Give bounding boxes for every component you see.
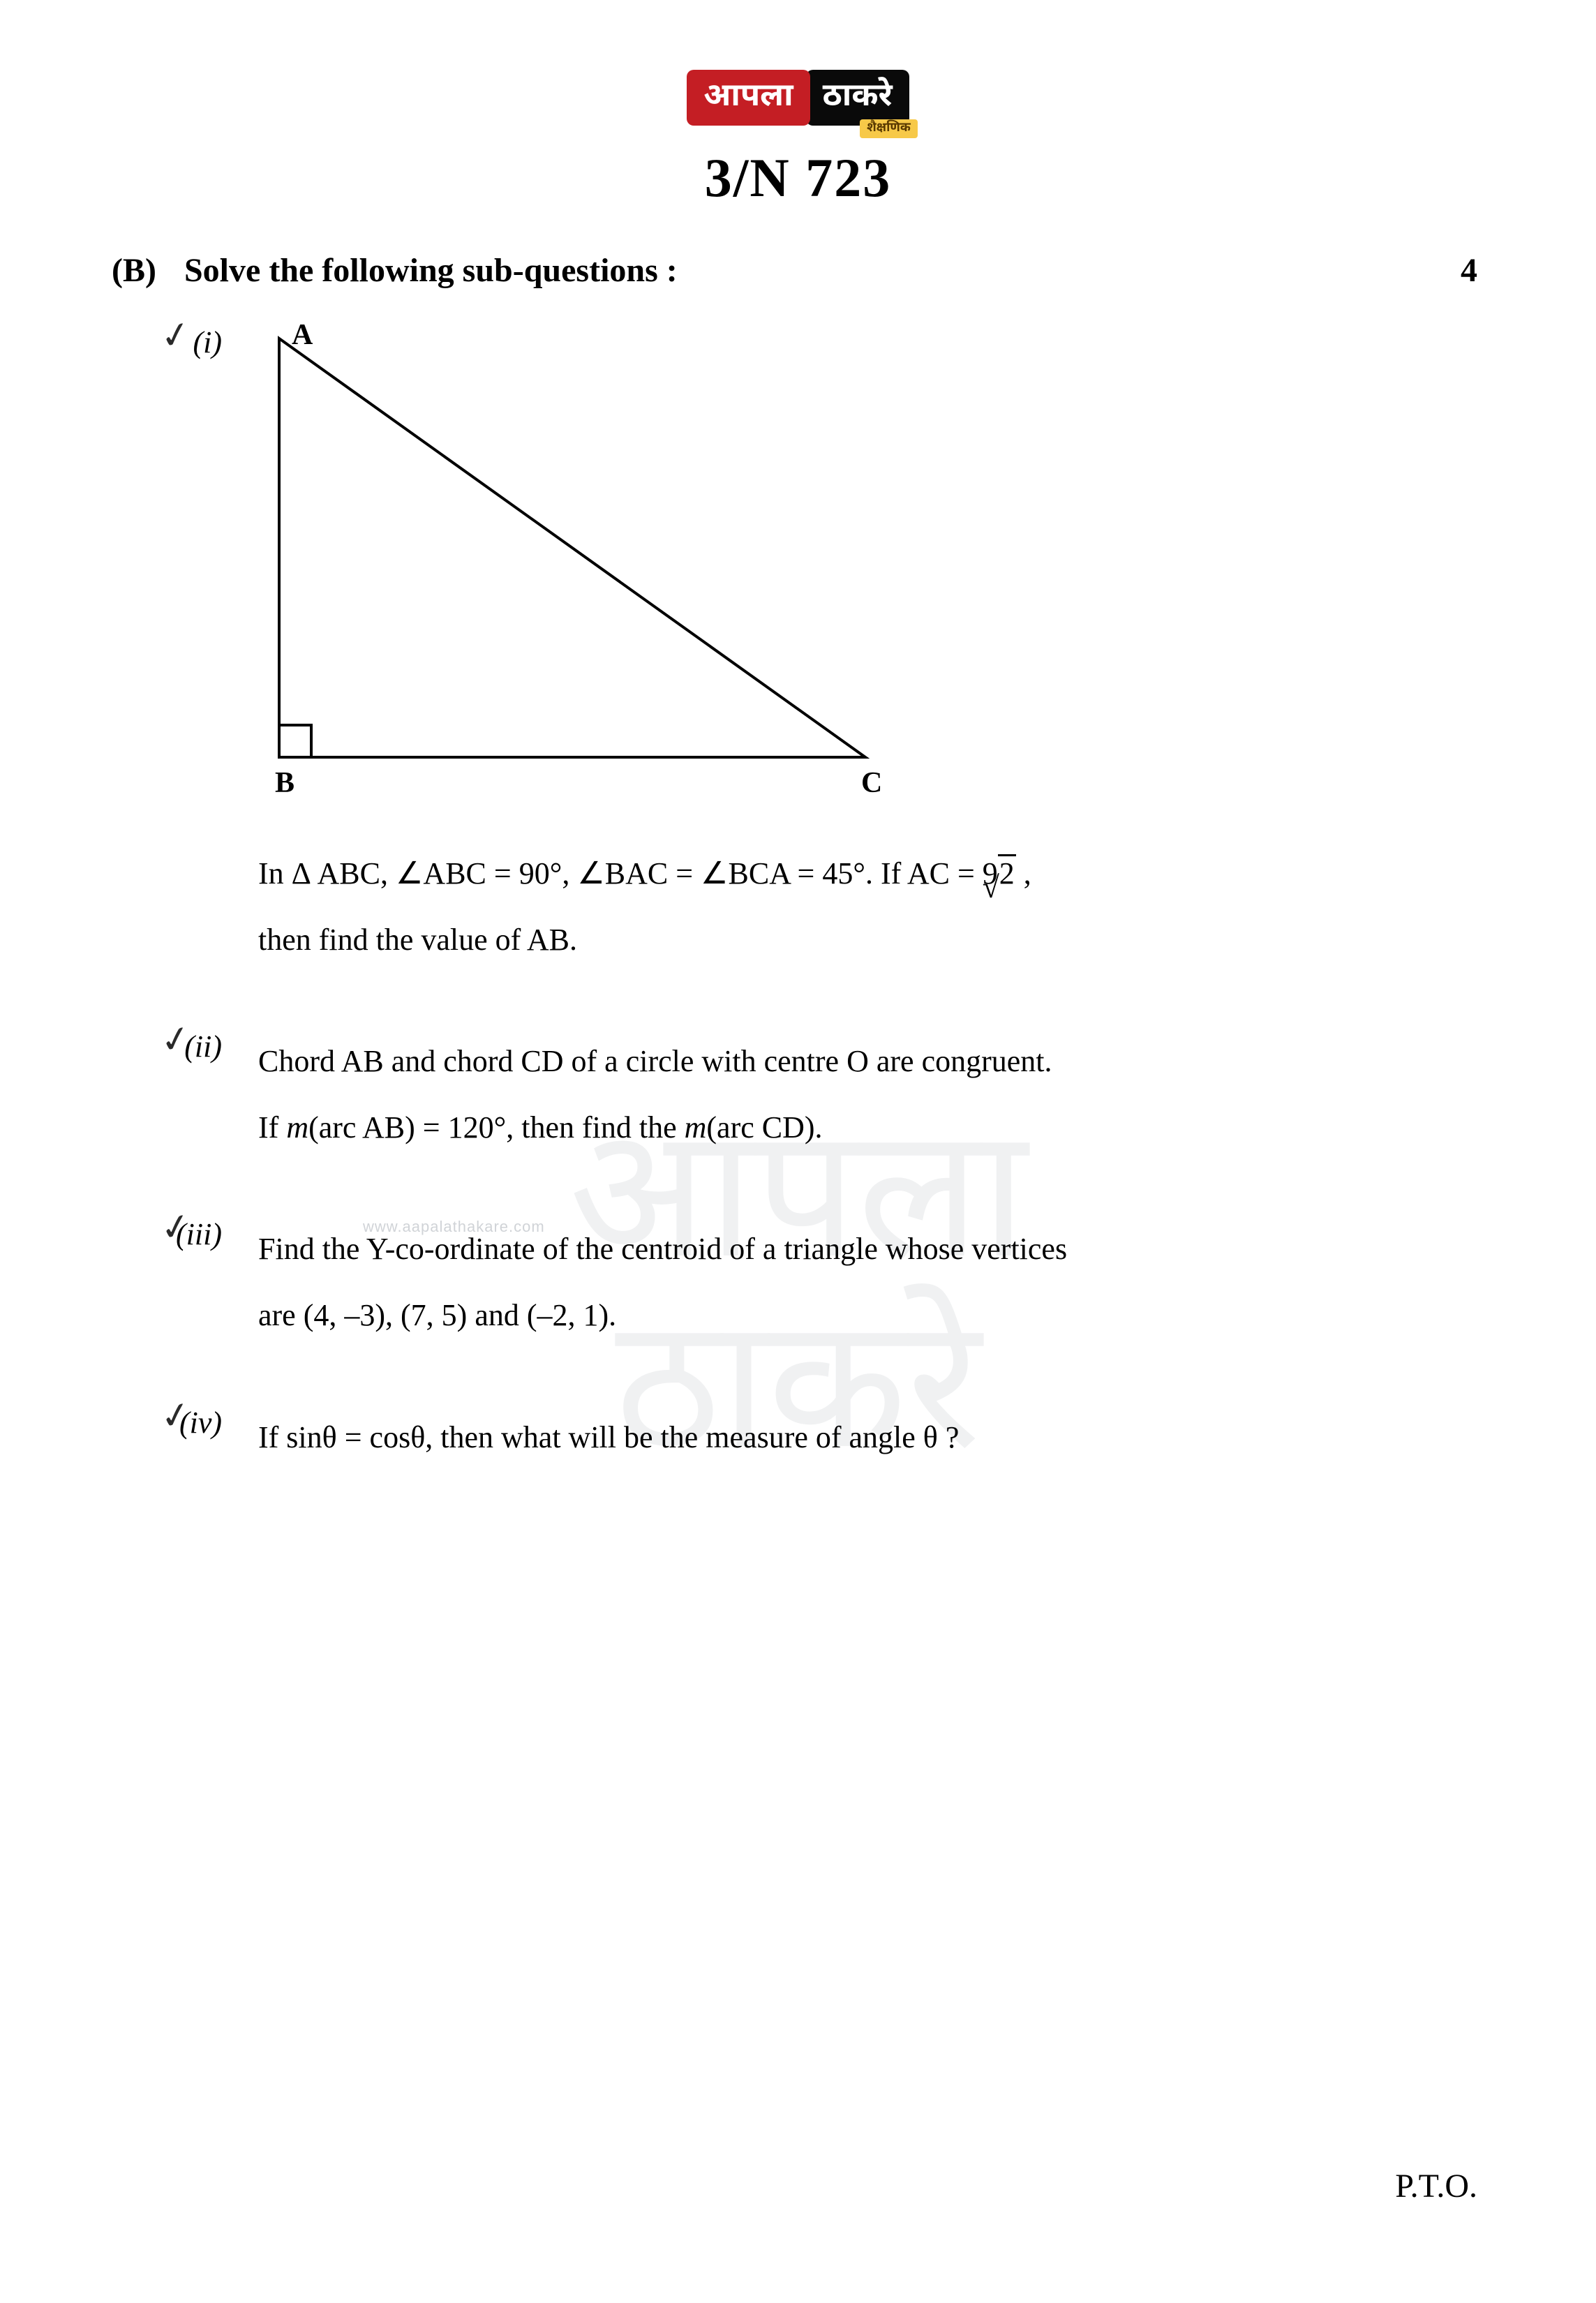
triangle-diagram: A B C <box>244 325 928 813</box>
tick-mark-icon: ✓ <box>157 313 194 359</box>
question-1: ✓ (i) A B C In Δ ABC, ∠ABC = 90°, ∠BAC = ∠… <box>112 325 1484 973</box>
exam-page: आपला ठाकरे www.aapalathakare.com आपला ठा… <box>0 0 1596 2303</box>
section-label: (B) <box>112 251 156 290</box>
question-1-body: A B C In Δ ABC, ∠ABC = 90°, ∠BAC = ∠BCA = … <box>258 325 1484 973</box>
tick-mark-icon: ✓ <box>157 1392 194 1439</box>
q2-line1: Chord AB and chord CD of a circle with c… <box>258 1029 1484 1095</box>
tick-mark-icon: ✓ <box>157 1205 194 1251</box>
q2-l2a: If <box>258 1110 286 1145</box>
q2-l2b: m <box>286 1110 308 1145</box>
question-3: ✓ (iii) Find the Y-co-ordinate of the ce… <box>112 1216 1484 1348</box>
question-2-number: ✓ (ii) <box>112 1029 258 1161</box>
q1-p1: In Δ ABC, ∠ABC = 90°, ∠BAC = ∠BCA = 45°.… <box>258 856 998 890</box>
paper-code: 3/N 723 <box>112 147 1484 209</box>
question-3-number: ✓ (iii) <box>112 1216 258 1348</box>
logo-right-text: ठाकरे <box>823 77 893 119</box>
question-4: ✓ (iv) If sinθ = cosθ, then what will be… <box>112 1405 1484 1471</box>
svg-text:B: B <box>275 767 294 799</box>
q2-line2: If m(arc AB) = 120°, then find the m(arc… <box>258 1095 1484 1161</box>
question-4-body: If sinθ = cosθ, then what will be the me… <box>258 1405 1484 1471</box>
q2-l2d: m <box>685 1110 707 1145</box>
logo-container: आपला ठाकरे शैक्षणिक <box>112 70 1484 126</box>
q4-text: If sinθ = cosθ, then what will be the me… <box>258 1405 1484 1471</box>
question-2: ✓ (ii) Chord AB and chord CD of a circle… <box>112 1029 1484 1161</box>
logo-right: ठाकरे शैक्षणिक <box>806 70 909 126</box>
svg-text:A: A <box>292 325 313 351</box>
question-4-number: ✓ (iv) <box>112 1405 258 1471</box>
logo-left: आपला <box>687 70 810 126</box>
brand-logo: आपला ठाकरे शैक्षणिक <box>687 70 909 126</box>
watermark-url: www.aapalathakare.com <box>363 1218 545 1236</box>
logo-tag: शैक्षणिक <box>860 119 918 138</box>
svg-text:C: C <box>861 767 882 799</box>
q2-l2e: (arc CD). <box>706 1110 822 1145</box>
tick-mark-icon: ✓ <box>157 1017 194 1064</box>
q1-text-line1: In Δ ABC, ∠ABC = 90°, ∠BAC = ∠BCA = 45°.… <box>258 841 1484 907</box>
question-2-body: Chord AB and chord CD of a circle with c… <box>258 1029 1484 1161</box>
q2-l2c: (arc AB) = 120°, then find the <box>308 1110 685 1145</box>
page-turn-over: P.T.O. <box>1395 2167 1477 2205</box>
q3-line2: are (4, –3), (7, 5) and (–2, 1). <box>258 1283 1484 1349</box>
q1-p2: , <box>1016 856 1031 890</box>
section-instruction: Solve the following sub-questions : <box>184 251 1461 290</box>
question-1-number: ✓ (i) <box>112 325 258 973</box>
q1-text-line2: then find the value of AB. <box>258 907 1484 974</box>
section-header: (B) Solve the following sub-questions : … <box>112 251 1484 290</box>
q1-num-text: (i) <box>193 325 222 359</box>
section-marks: 4 <box>1461 251 1484 290</box>
q1-sqrt: 2√ <box>998 856 1016 890</box>
question-3-body: Find the Y-co-ordinate of the centroid o… <box>258 1216 1484 1348</box>
